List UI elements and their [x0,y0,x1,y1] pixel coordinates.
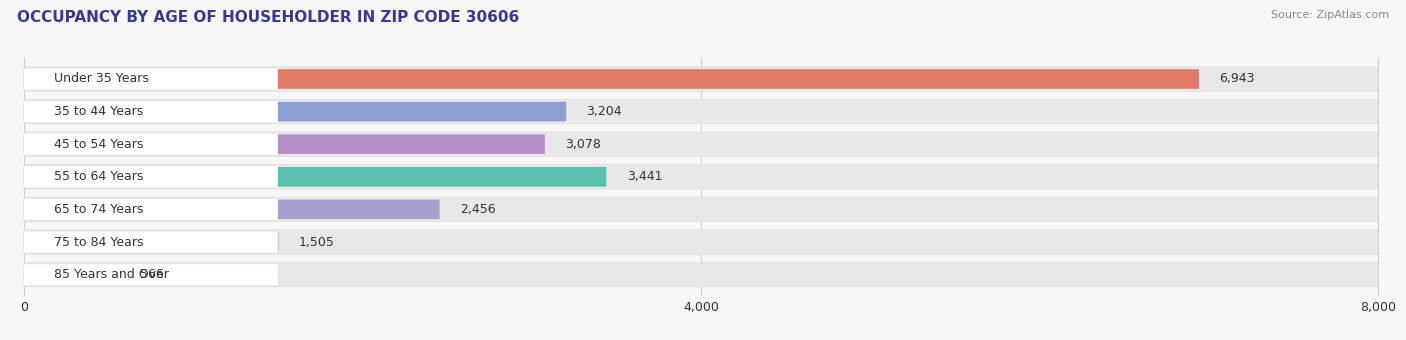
FancyBboxPatch shape [24,99,1378,124]
FancyBboxPatch shape [24,102,567,121]
FancyBboxPatch shape [24,165,1378,189]
FancyBboxPatch shape [24,265,120,284]
Text: 35 to 44 Years: 35 to 44 Years [55,105,143,118]
FancyBboxPatch shape [24,101,278,122]
Text: 3,078: 3,078 [565,138,600,151]
FancyBboxPatch shape [24,232,278,252]
Text: 3,441: 3,441 [627,170,662,183]
FancyBboxPatch shape [24,200,440,219]
FancyBboxPatch shape [24,134,278,155]
Text: 2,456: 2,456 [460,203,495,216]
FancyBboxPatch shape [24,134,546,154]
Text: Under 35 Years: Under 35 Years [55,72,149,85]
FancyBboxPatch shape [24,262,1378,287]
Text: 55 to 64 Years: 55 to 64 Years [55,170,143,183]
Text: Source: ZipAtlas.com: Source: ZipAtlas.com [1271,10,1389,20]
Text: 1,505: 1,505 [299,236,335,249]
FancyBboxPatch shape [24,264,278,285]
Text: 6,943: 6,943 [1219,72,1254,85]
FancyBboxPatch shape [24,166,278,187]
FancyBboxPatch shape [24,69,1199,89]
Text: 45 to 54 Years: 45 to 54 Years [55,138,143,151]
FancyBboxPatch shape [24,197,1378,222]
FancyBboxPatch shape [24,67,1378,91]
Text: 65 to 74 Years: 65 to 74 Years [55,203,143,216]
FancyBboxPatch shape [24,167,606,187]
FancyBboxPatch shape [24,132,1378,156]
Text: 566: 566 [141,268,163,281]
Text: OCCUPANCY BY AGE OF HOUSEHOLDER IN ZIP CODE 30606: OCCUPANCY BY AGE OF HOUSEHOLDER IN ZIP C… [17,10,519,25]
FancyBboxPatch shape [24,199,278,220]
Text: 85 Years and Over: 85 Years and Over [55,268,169,281]
FancyBboxPatch shape [24,230,1378,254]
FancyBboxPatch shape [24,69,278,89]
Text: 75 to 84 Years: 75 to 84 Years [55,236,143,249]
Text: 3,204: 3,204 [586,105,621,118]
FancyBboxPatch shape [24,232,278,252]
